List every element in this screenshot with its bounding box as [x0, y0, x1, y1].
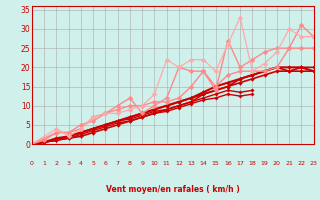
- X-axis label: Vent moyen/en rafales ( km/h ): Vent moyen/en rafales ( km/h ): [106, 185, 240, 194]
